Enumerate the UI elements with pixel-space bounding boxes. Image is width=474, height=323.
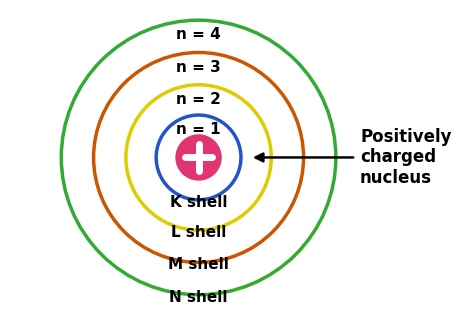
- Text: K shell: K shell: [170, 195, 228, 210]
- Text: M shell: M shell: [168, 257, 229, 272]
- Text: n = 4: n = 4: [176, 27, 221, 42]
- Text: n = 1: n = 1: [176, 122, 221, 137]
- Text: N shell: N shell: [169, 290, 228, 305]
- Text: n = 2: n = 2: [176, 92, 221, 107]
- Ellipse shape: [175, 134, 222, 181]
- Text: L shell: L shell: [171, 225, 226, 240]
- Text: n = 3: n = 3: [176, 59, 221, 75]
- Text: Positively
charged
nucleus: Positively charged nucleus: [360, 128, 452, 187]
